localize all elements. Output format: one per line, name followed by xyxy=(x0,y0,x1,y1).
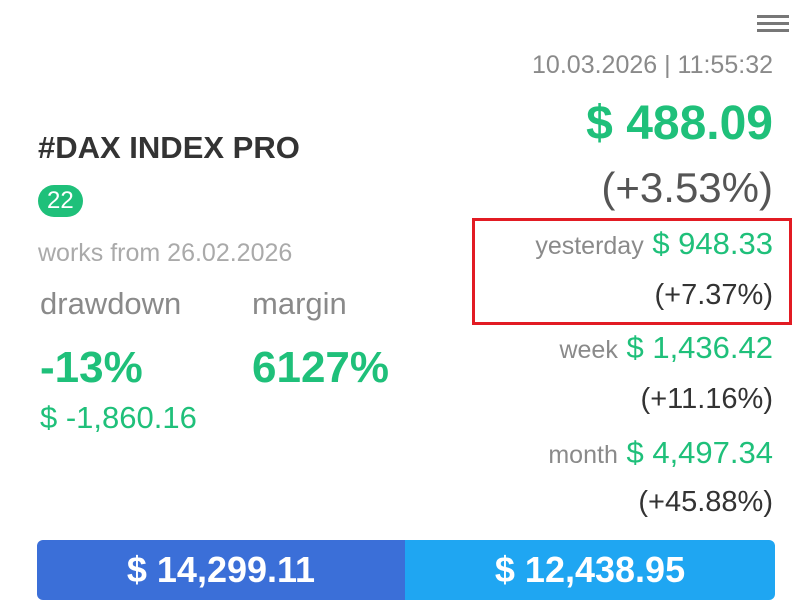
period-amount: $ 4,497.34 xyxy=(626,435,773,470)
footer-bar: $ 14,299.11 $ 12,438.95 xyxy=(37,540,775,600)
highlight-box xyxy=(472,218,792,325)
period-change: (+45.88%) xyxy=(638,486,773,518)
stat-value: -13% xyxy=(40,343,143,392)
title: #DAX INDEX PRO xyxy=(38,130,300,165)
stat-label: drawdown xyxy=(40,286,182,321)
period-label: week xyxy=(559,336,618,364)
timestamp: 10.03.2026 | 11:55:32 xyxy=(532,51,773,79)
period-row: yesterday $ 948.33 xyxy=(535,228,773,259)
current-change: (+3.53%) xyxy=(601,164,773,211)
menu-icon[interactable] xyxy=(757,15,789,37)
period-amount: $ 948.33 xyxy=(652,226,773,261)
period-row: month $ 4,497.34 xyxy=(548,437,773,468)
stat-label: margin xyxy=(252,286,347,321)
period-label: yesterday xyxy=(535,232,644,260)
works-from: works from 26.02.2026 xyxy=(38,239,293,267)
period-row: week $ 1,436.42 xyxy=(559,332,773,363)
period-amount: $ 1,436.42 xyxy=(626,330,773,365)
current-amount: $ 488.09 xyxy=(586,97,773,150)
footer-left[interactable]: $ 14,299.11 xyxy=(37,540,405,600)
drawdown-amount: $ -1,860.16 xyxy=(40,400,197,435)
period-change: (+7.37%) xyxy=(654,279,773,311)
period-change: (+11.16%) xyxy=(640,383,773,415)
badge: 22 xyxy=(38,185,83,217)
period-label: month xyxy=(548,441,618,469)
stat-value: 6127% xyxy=(252,343,390,392)
footer-right[interactable]: $ 12,438.95 xyxy=(405,540,775,600)
